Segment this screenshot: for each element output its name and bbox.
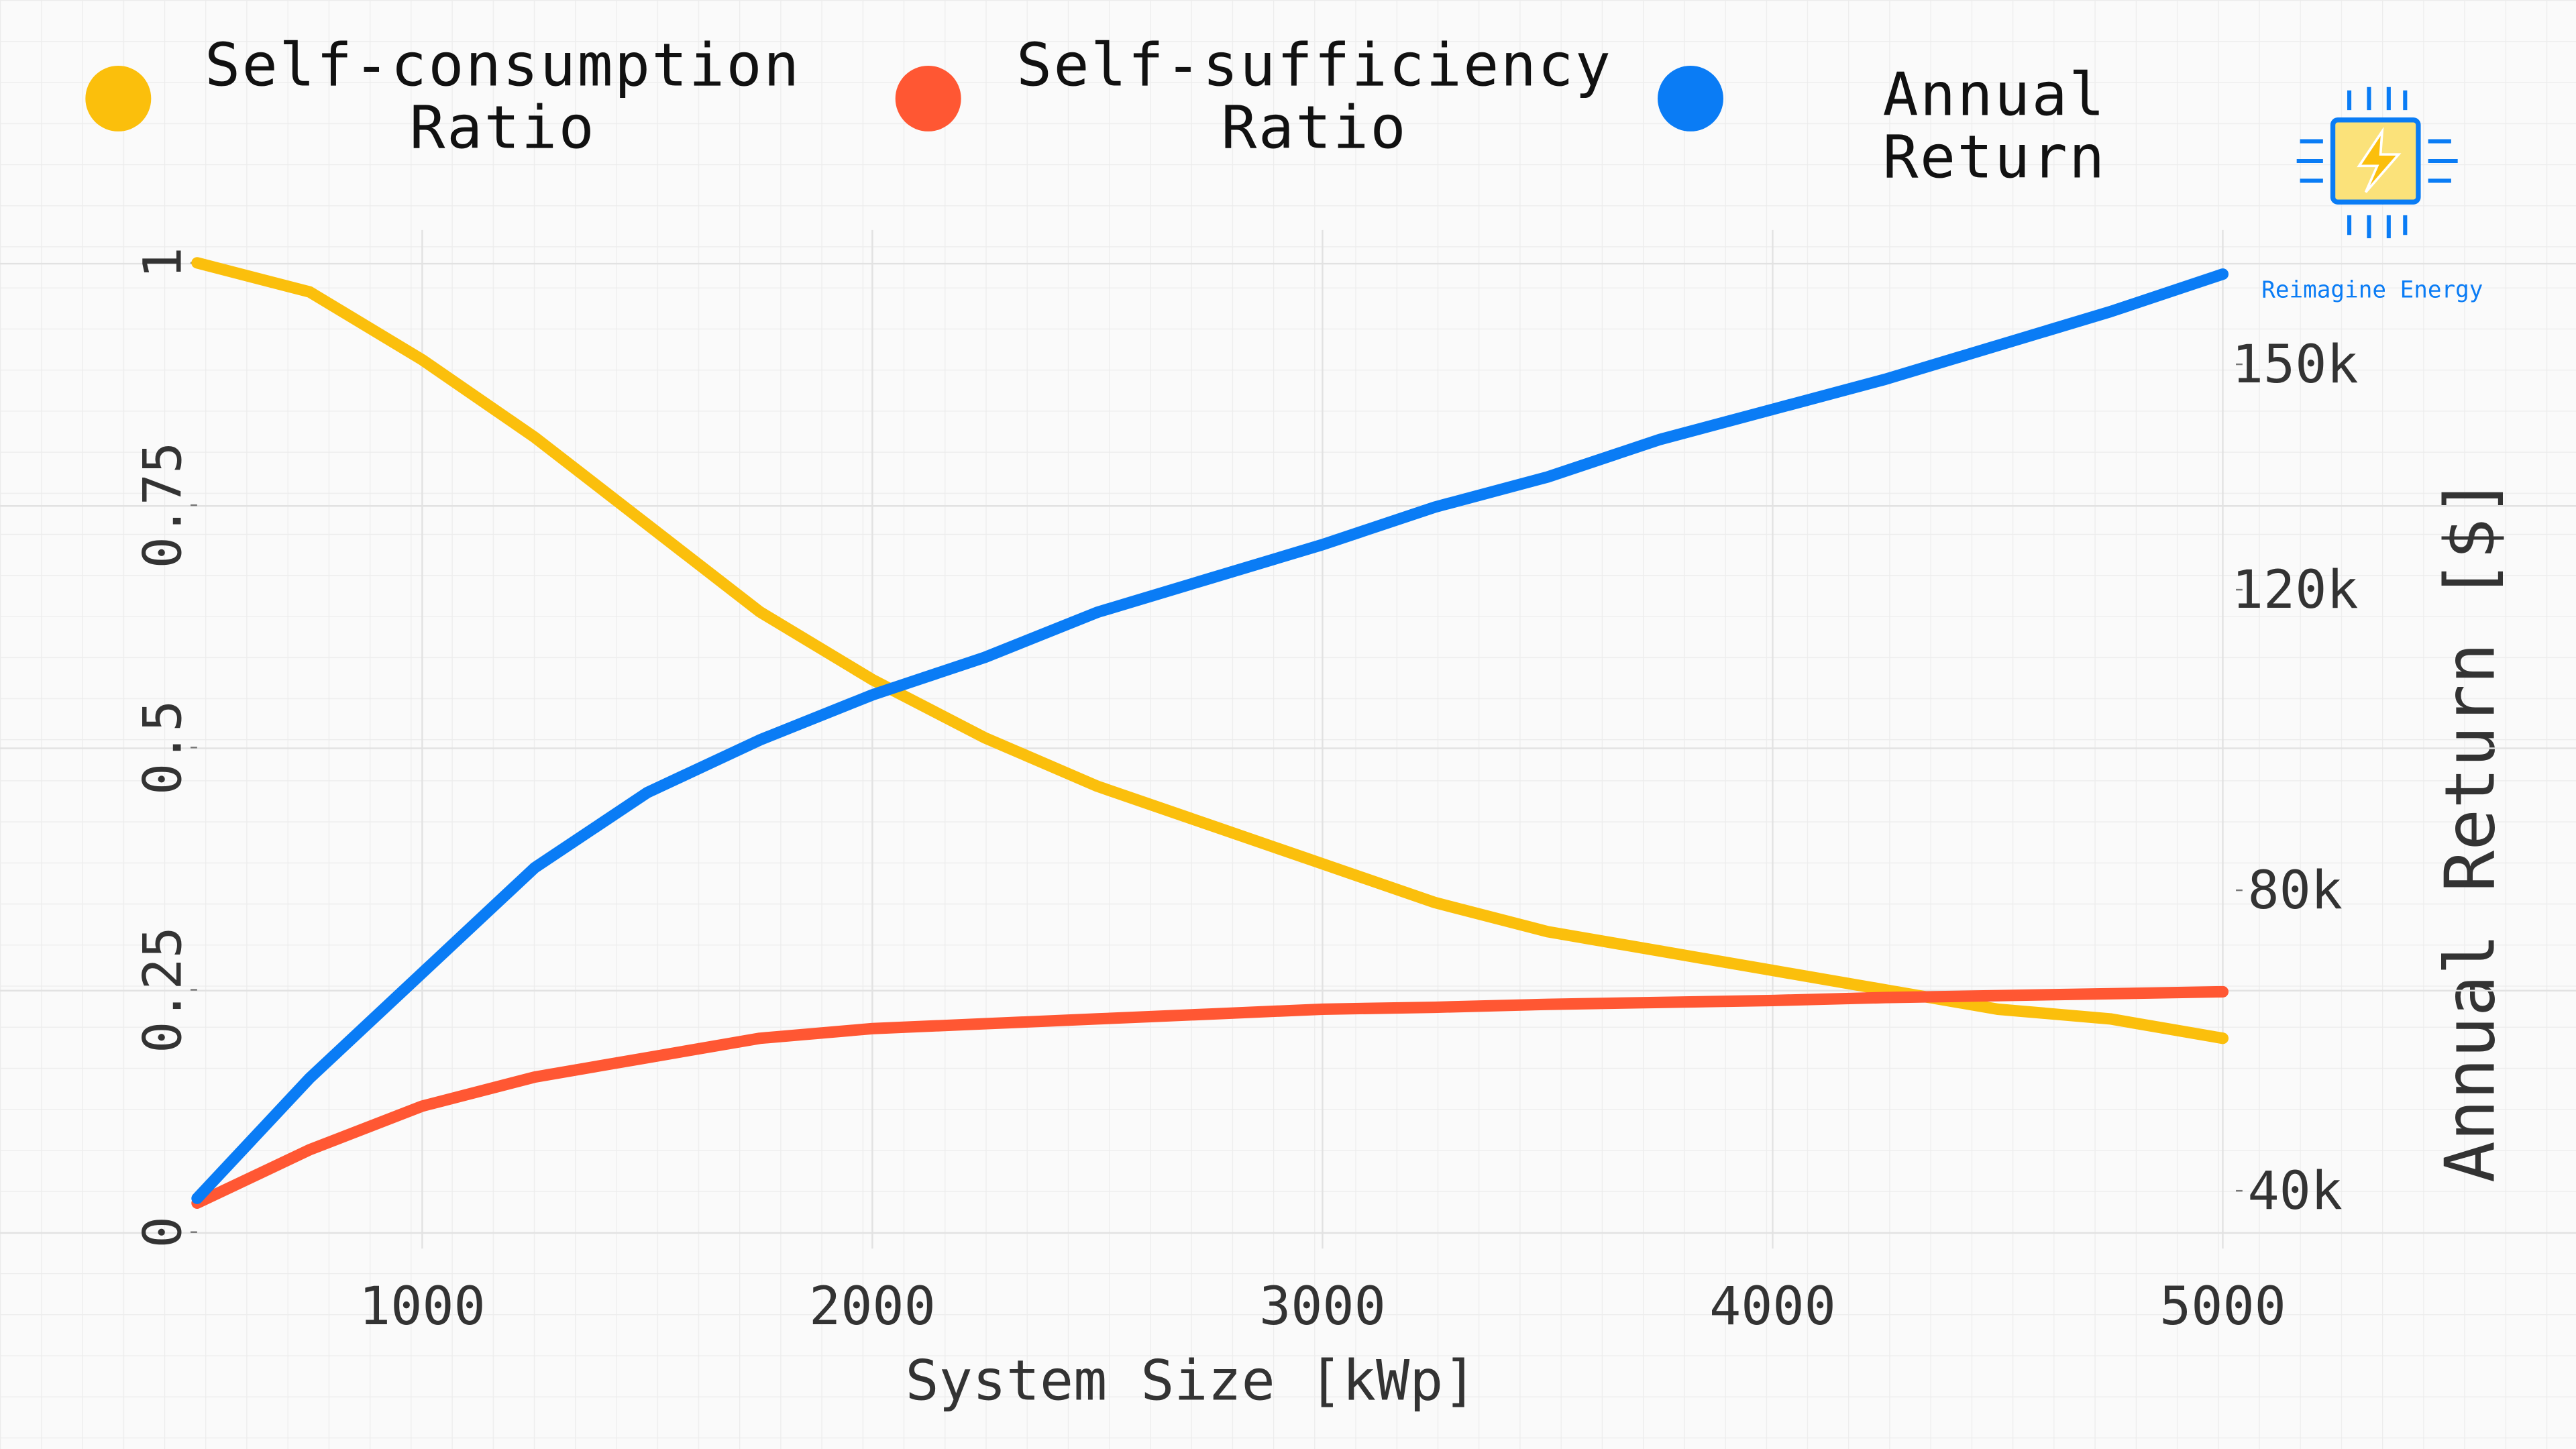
logo: Reimagine Energy [2261,87,2483,303]
y2-axis-title: Annual Return [$] [2431,476,2511,1183]
x-tick-label: 3000 [1259,1276,1386,1337]
y-tick-label: 0 [132,1216,193,1248]
legend-label: Self-sufficiency Ratio [1016,32,1613,163]
series-line [191,268,2229,1204]
legend-swatch [895,65,961,131]
x-tick-label: 2000 [809,1276,936,1337]
x-tick-label: 1000 [359,1276,486,1337]
x-tick-label: 4000 [1709,1276,1836,1337]
y2-tick-label: 120k [2232,559,2359,621]
x-axis-title: System Size [kWp] [905,1348,1477,1413]
legend-label: Annual Return [1882,62,2106,193]
x-tick-label: 5000 [2159,1276,2286,1337]
y2-tick-label: 150k [2232,334,2359,395]
logo-pins [2296,87,2458,239]
y2-tick-label: 80k [2247,860,2343,921]
series-line [191,985,2229,1209]
y-tick-label: 0.5 [132,700,193,796]
legend-swatch [1658,65,1723,131]
logo-bolt [2357,127,2402,193]
y-tick-label: 0.75 [132,442,193,569]
y-tick-label: 0.25 [132,926,193,1053]
logo-text: Reimagine Energy [2261,276,2483,303]
y-tick-label: 1 [132,247,193,278]
legend-swatch [85,65,152,131]
legend-label: Self-consumption Ratio [205,32,801,163]
series-line [191,257,2229,1044]
y2-tick-label: 40k [2247,1161,2343,1222]
